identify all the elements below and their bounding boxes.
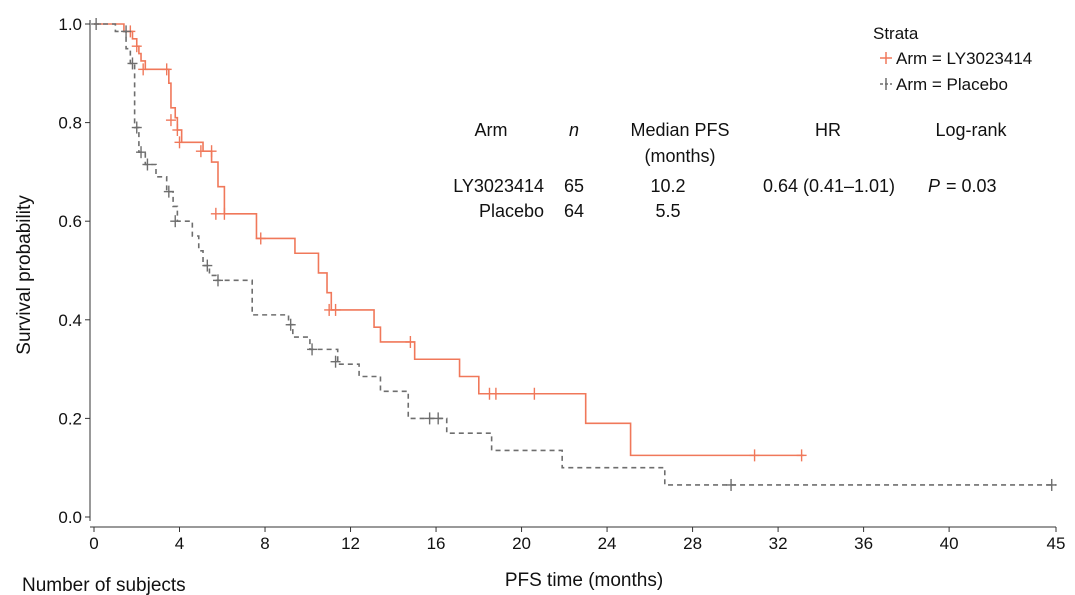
x-tick-label: 8: [260, 534, 269, 553]
x-axis-label: PFS time (months): [505, 570, 663, 591]
stats-header-hr: HR: [815, 120, 841, 140]
y-tick-label: 0.6: [58, 212, 82, 231]
censor-mark: [285, 318, 296, 331]
censor-mark: [433, 412, 444, 425]
stats-row-placebo-n: 64: [564, 201, 584, 221]
censor-mark: [212, 274, 223, 287]
stats-row-placebo-arm: Placebo: [479, 201, 544, 221]
legend: Strata Arm = LY3023414 Arm = Placebo: [873, 24, 1032, 94]
censor-mark: [255, 232, 266, 245]
censor-mark: [424, 412, 435, 425]
censor-mark: [142, 158, 153, 171]
censor-mark: [136, 146, 147, 159]
x-tick-label: 12: [341, 534, 360, 553]
stats-row-ly-n: 65: [564, 176, 584, 196]
censor-mark: [490, 387, 501, 400]
censor-mark: [405, 335, 416, 348]
y-tick-label: 0.0: [58, 508, 82, 527]
censor-mark: [163, 185, 174, 198]
stats-row-ly-arm: LY3023414: [453, 176, 544, 196]
x-tick-label: 24: [598, 534, 617, 553]
censor-mark: [330, 303, 341, 316]
risk-table-title: Number of subjects: [22, 575, 186, 595]
legend-title: Strata: [873, 24, 919, 43]
stats-pvalue-symbol: P: [928, 176, 940, 196]
x-tick-label: 40: [940, 534, 959, 553]
stats-header-n: n: [569, 120, 579, 140]
stats-header-median-unit: (months): [644, 146, 715, 166]
censor-mark: [202, 259, 213, 272]
x-tick-label: 20: [512, 534, 531, 553]
legend-entry-placebo: Arm = Placebo: [896, 75, 1008, 94]
stats-row-ly-logrank: = 0.03: [946, 176, 997, 196]
x-tick-label: 16: [427, 534, 446, 553]
censor-mark: [174, 136, 185, 149]
censor-mark: [330, 355, 341, 368]
x-tick-label: 36: [854, 534, 873, 553]
axes: 0.0 0.2 0.4 0.6 0.8 1.0 0 4 8 12 16 20 24 28 32 36 40 45: [58, 15, 1065, 553]
x-tick-label: 0: [89, 534, 98, 553]
stats-header-logrank: Log-rank: [935, 120, 1007, 140]
censor-mark: [726, 478, 737, 491]
censor-mark: [529, 387, 540, 400]
censor-mark: [138, 63, 149, 76]
y-tick-label: 0.8: [58, 114, 82, 133]
censor-mark: [307, 343, 318, 356]
series-line-placebo: [94, 23, 1056, 486]
censor-mark: [121, 25, 132, 38]
censor-mark: [165, 114, 176, 127]
censor-mark: [1046, 478, 1057, 491]
legend-entry-ly3023414: Arm = LY3023414: [896, 49, 1032, 68]
censor-mark: [749, 449, 760, 462]
series-line-ly3023414: [94, 23, 804, 457]
stats-header-median: Median PFS: [630, 120, 729, 140]
censor-mark: [127, 57, 138, 70]
stats-table: Arm n Median PFS (months) HR Log-rank LY…: [453, 120, 1007, 221]
censor-mark: [170, 215, 181, 228]
stats-row-ly-hr: 0.64 (0.41–1.01): [763, 176, 895, 196]
censor-mark: [206, 145, 217, 158]
censor-mark: [195, 145, 206, 158]
y-tick-label: 0.4: [58, 311, 82, 330]
censor-mark: [131, 40, 142, 53]
x-tick-label: 28: [683, 534, 702, 553]
y-axis-label: Survival probability: [14, 195, 35, 355]
curves: [91, 18, 1057, 491]
censor-mark: [219, 207, 230, 220]
y-tick-label: 0.2: [58, 409, 82, 428]
stats-row-ly-median: 10.2: [650, 176, 685, 196]
stats-header-arm: Arm: [475, 120, 508, 140]
censor-mark: [161, 63, 172, 76]
x-tick-label: 32: [769, 534, 788, 553]
censor-mark: [210, 207, 221, 220]
x-tick-label: 45: [1047, 534, 1066, 553]
censor-mark: [172, 123, 183, 136]
censor-mark: [796, 449, 807, 462]
censor-mark: [131, 121, 142, 134]
x-tick-label: 4: [175, 534, 184, 553]
stats-row-placebo-median: 5.5: [655, 201, 680, 221]
censor-mark: [91, 18, 102, 30]
y-tick-label: 1.0: [58, 15, 82, 34]
